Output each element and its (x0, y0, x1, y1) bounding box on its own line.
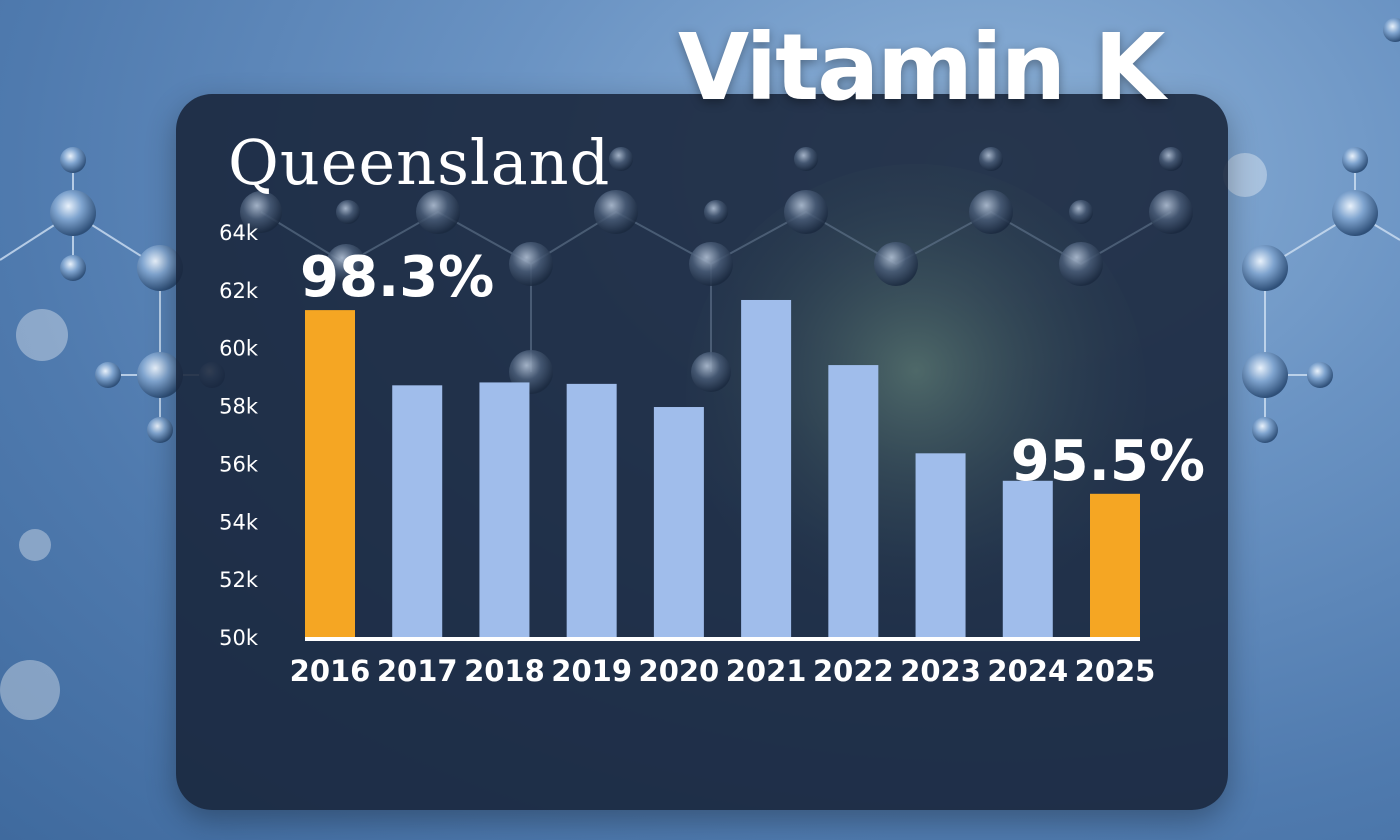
bar-2018 (479, 382, 530, 637)
chart-title: Queensland (228, 126, 611, 199)
headline: Vitamin K (678, 14, 1165, 121)
y-tick-label: 62k (219, 279, 259, 303)
bar-2023 (915, 453, 966, 637)
y-tick-label: 54k (219, 510, 259, 534)
bar-2020 (653, 407, 704, 637)
x-axis: 2016 2017 2018 2019 2020 2021 2022 2023 2024 2025 (290, 654, 1156, 688)
x-tick-label: 2016 (290, 654, 371, 688)
y-tick-label: 64k (219, 221, 259, 245)
annotations: 98.3% 95.5% (300, 245, 1205, 494)
data-label-2016: 98.3% (300, 245, 494, 310)
bar-2016 (305, 310, 355, 637)
bar-2017 (392, 385, 443, 637)
x-tick-label: 2017 (377, 654, 458, 688)
y-tick-label: 52k (219, 568, 259, 592)
x-tick-label: 2025 (1075, 654, 1156, 688)
x-tick-label: 2020 (639, 654, 720, 688)
y-axis: 50k 52k 54k 56k 58k 60k 62k 64k (219, 221, 259, 650)
bar-2019 (566, 383, 617, 637)
x-tick-label: 2022 (813, 654, 894, 688)
bar-2024 (1002, 480, 1053, 637)
x-tick-label: 2019 (551, 654, 632, 688)
bar-2025 (1090, 493, 1140, 637)
bar-2021 (741, 299, 792, 637)
y-tick-label: 60k (219, 337, 259, 361)
x-tick-label: 2018 (464, 654, 545, 688)
x-tick-label: 2024 (987, 654, 1068, 688)
bar-2022 (828, 365, 879, 637)
y-tick-label: 56k (219, 452, 259, 476)
x-tick-label: 2023 (900, 654, 981, 688)
x-tick-label: 2021 (726, 654, 807, 688)
y-tick-label: 58k (219, 395, 259, 419)
y-tick-label: 50k (219, 626, 259, 650)
bars (305, 299, 1140, 637)
data-label-2025: 95.5% (1011, 429, 1205, 494)
